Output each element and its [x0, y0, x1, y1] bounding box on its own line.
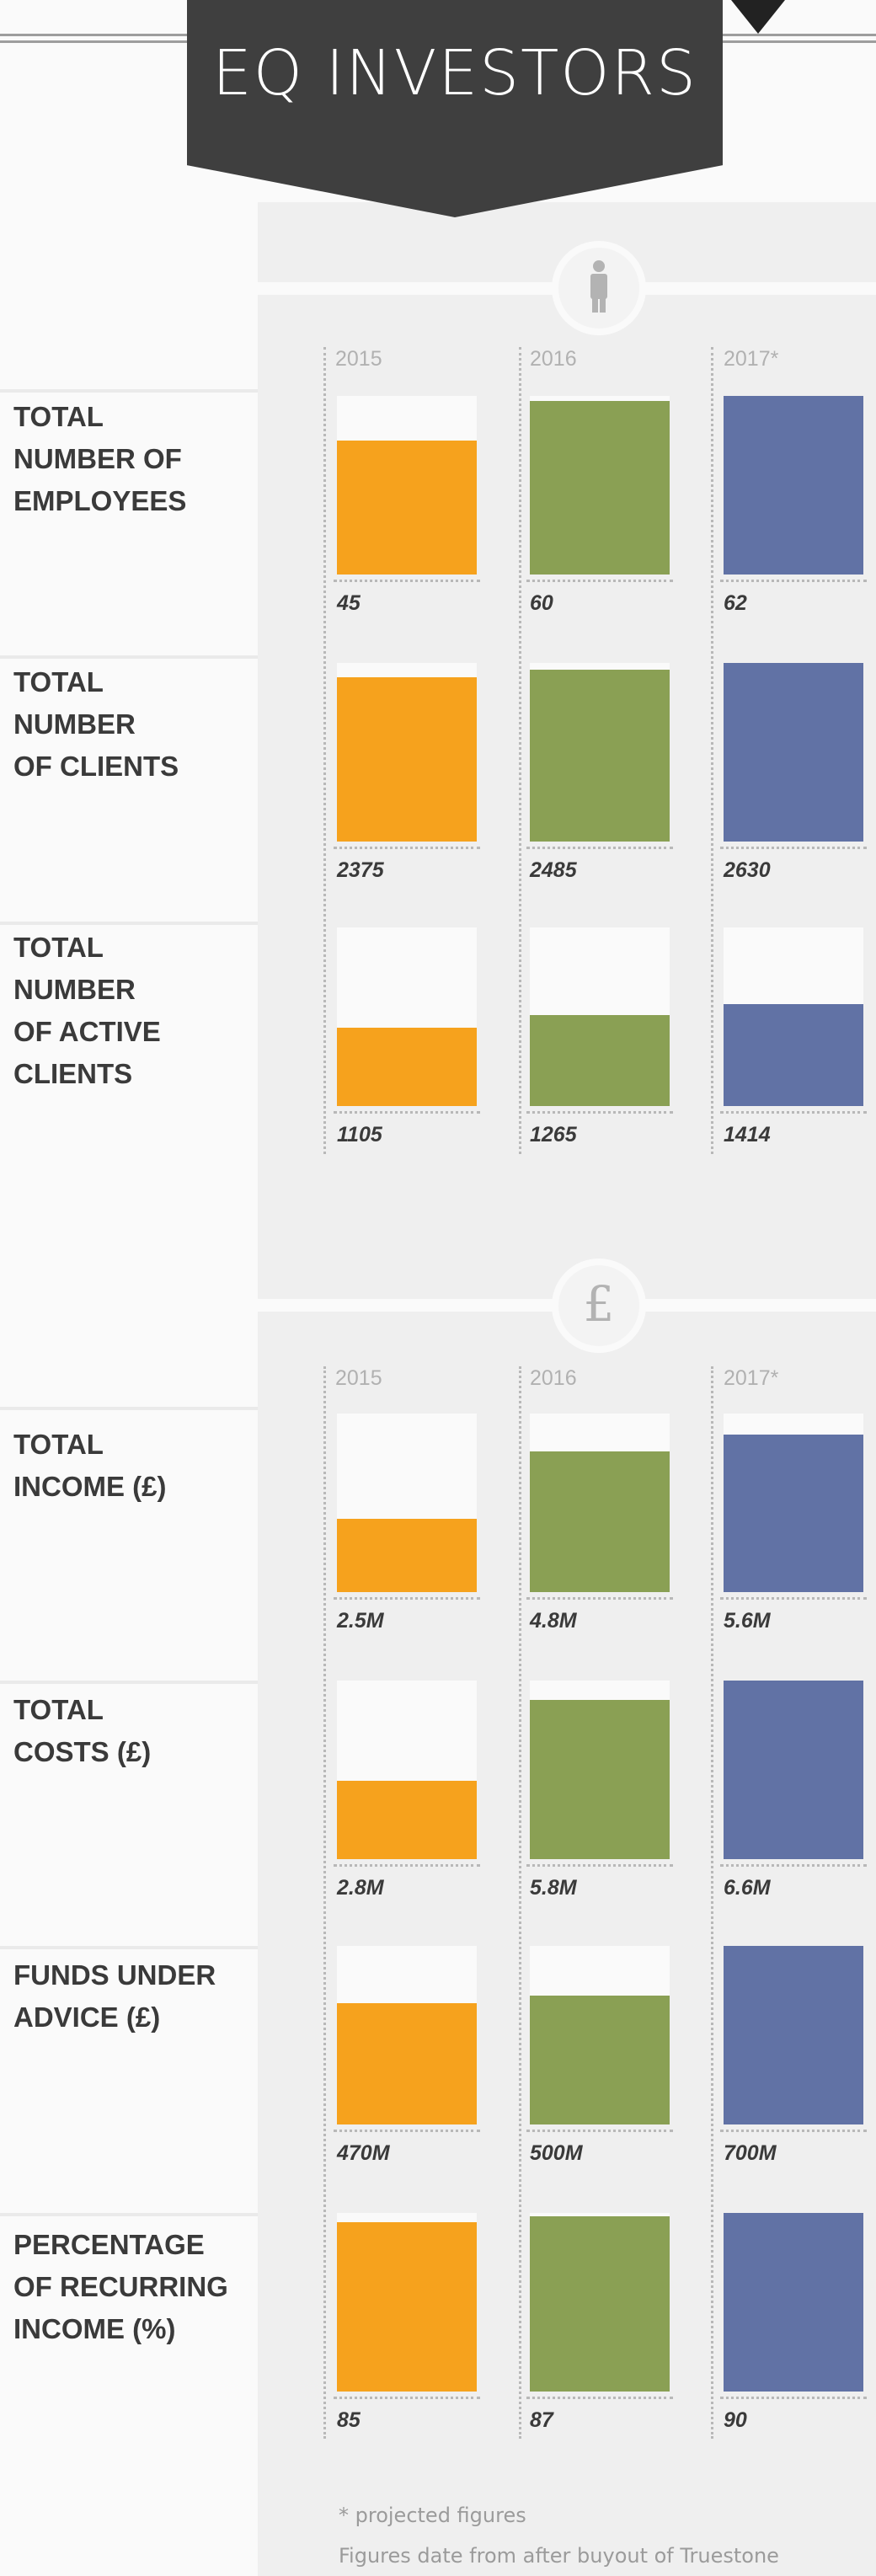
bar-baseline — [334, 580, 480, 582]
bar-baseline — [526, 2397, 673, 2399]
bar — [337, 2003, 477, 2124]
bar-baseline — [526, 2130, 673, 2132]
year-guide-line — [519, 347, 521, 1154]
row-separator — [0, 1946, 258, 1949]
bar-value-label: 2630 — [724, 858, 771, 882]
bar-baseline — [720, 847, 867, 849]
bar-baseline — [526, 847, 673, 849]
bar — [724, 1004, 863, 1106]
bar — [724, 663, 863, 842]
bar-value-label: 500M — [530, 2141, 583, 2165]
bar-baseline — [720, 1597, 867, 1600]
metric-label: TOTAL NUMBER OF ACTIVE CLIENTS — [13, 932, 161, 1089]
bar — [530, 1700, 670, 1859]
bar — [337, 1519, 477, 1592]
person-icon — [552, 241, 646, 335]
year-label: 2015 — [335, 1366, 382, 1390]
year-guide-line — [711, 1366, 713, 2439]
bar-value-label: 4.8M — [530, 1609, 577, 1633]
bar-value-label: 1105 — [337, 1123, 382, 1146]
bar-baseline — [526, 1864, 673, 1867]
bar-baseline — [334, 1864, 480, 1867]
row-separator — [0, 655, 258, 659]
bar — [337, 1781, 477, 1859]
bar — [337, 677, 477, 842]
page-title: EQ INVESTORS — [212, 37, 697, 110]
bar — [530, 2216, 670, 2392]
pound-icon: £ — [552, 1259, 646, 1353]
year-guide-line — [711, 347, 713, 1154]
metric-label: TOTAL COSTS (£) — [13, 1694, 152, 1767]
footnote-source: Figures date from after buyout of Truest… — [339, 2544, 779, 2568]
title-banner: EQ INVESTORS — [187, 0, 723, 217]
bar — [724, 2213, 863, 2392]
bar-value-label: 5.6M — [724, 1609, 771, 1633]
bar-baseline — [334, 2130, 480, 2132]
metric-label: TOTAL NUMBER OF CLIENTS — [13, 666, 179, 782]
year-guide-line — [323, 1366, 326, 2439]
bar-baseline — [720, 2397, 867, 2399]
bar — [724, 1435, 863, 1592]
bar-baseline — [526, 580, 673, 582]
bar — [530, 1015, 670, 1106]
bar — [724, 1681, 863, 1859]
bar-value-label: 62 — [724, 591, 747, 615]
bar — [530, 1996, 670, 2124]
bar — [724, 1946, 863, 2124]
bar-baseline — [334, 847, 480, 849]
row-separator — [0, 2213, 258, 2216]
year-guide-line — [519, 1366, 521, 2439]
bar — [337, 441, 477, 575]
row-separator — [0, 1407, 258, 1410]
bar — [337, 2222, 477, 2392]
row-separator — [0, 389, 258, 393]
bar-value-label: 60 — [530, 591, 553, 615]
bar-value-label: 87 — [530, 2408, 553, 2432]
footnote-projected: * projected figures — [339, 2504, 526, 2527]
metric-label: TOTAL INCOME (£) — [13, 1429, 167, 1502]
bar-value-label: 2.5M — [337, 1609, 384, 1633]
bar-value-label: 470M — [337, 2141, 390, 2165]
row-separator — [0, 1681, 258, 1684]
bar-value-label: 1265 — [530, 1123, 577, 1146]
bar-baseline — [720, 2130, 867, 2132]
bar-baseline — [526, 1111, 673, 1114]
metric-label: FUNDS UNDER ADVICE (£) — [13, 1959, 216, 2033]
metric-label: PERCENTAGE OF RECURRING INCOME (%) — [13, 2229, 228, 2344]
bar-baseline — [720, 1864, 867, 1867]
bar-value-label: 90 — [724, 2408, 747, 2432]
bar — [337, 1028, 477, 1106]
bar-value-label: 2.8M — [337, 1876, 384, 1900]
bar-baseline — [334, 2397, 480, 2399]
year-label: 2017* — [724, 1366, 779, 1390]
bar — [530, 670, 670, 842]
year-label: 2016 — [530, 347, 577, 371]
decorative-triangle — [731, 0, 785, 34]
year-guide-line — [323, 347, 326, 1154]
bar-value-label: 6.6M — [724, 1876, 771, 1900]
bar — [530, 1451, 670, 1592]
row-separator — [0, 922, 258, 925]
metric-label: TOTAL NUMBER OF EMPLOYEES — [13, 401, 187, 516]
bar-value-label: 1414 — [724, 1123, 771, 1146]
bar-baseline — [720, 580, 867, 582]
bar-value-label: 85 — [337, 2408, 361, 2432]
bar — [530, 401, 670, 575]
bar-baseline — [334, 1111, 480, 1114]
bar — [724, 396, 863, 575]
bar-baseline — [526, 1597, 673, 1600]
bar-value-label: 2485 — [530, 858, 577, 882]
bar-baseline — [334, 1597, 480, 1600]
bar-value-label: 2375 — [337, 858, 384, 882]
bar-value-label: 5.8M — [530, 1876, 577, 1900]
year-label: 2016 — [530, 1366, 577, 1390]
bar-baseline — [720, 1111, 867, 1114]
bar-value-label: 45 — [337, 591, 361, 615]
svg-text:£: £ — [584, 1275, 615, 1333]
year-label: 2015 — [335, 347, 382, 371]
bar-value-label: 700M — [724, 2141, 777, 2165]
year-label: 2017* — [724, 347, 779, 371]
